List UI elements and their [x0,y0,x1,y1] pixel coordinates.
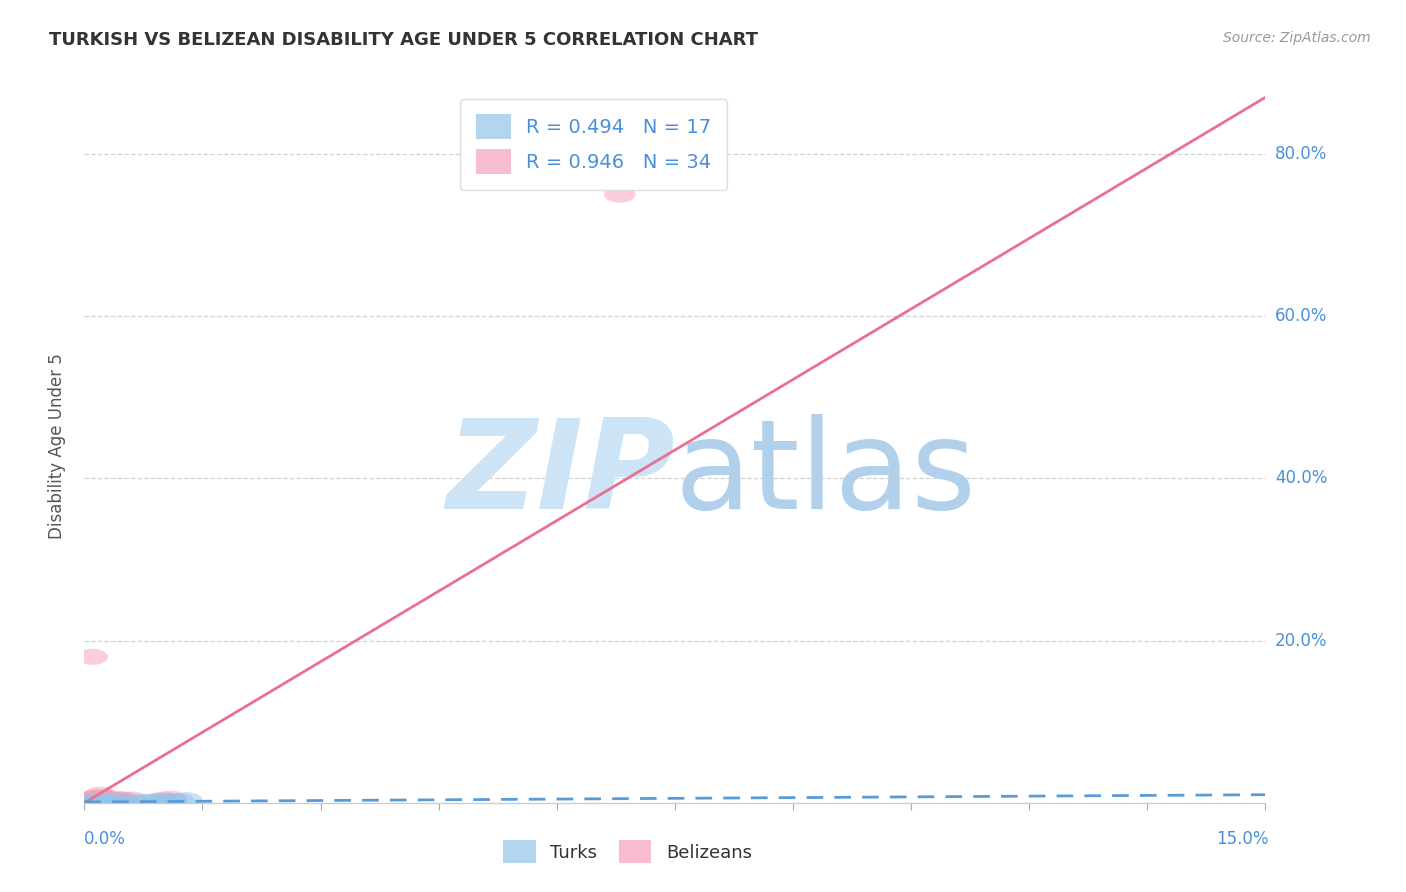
Ellipse shape [93,789,124,806]
Text: Source: ZipAtlas.com: Source: ZipAtlas.com [1223,31,1371,45]
Text: 80.0%: 80.0% [1275,145,1327,163]
Ellipse shape [108,792,139,808]
Ellipse shape [93,791,124,807]
Ellipse shape [76,791,108,807]
Ellipse shape [84,792,115,808]
Ellipse shape [139,793,172,807]
Ellipse shape [76,793,108,809]
Ellipse shape [76,795,108,809]
Text: 0.0%: 0.0% [84,830,127,847]
Ellipse shape [76,795,108,809]
Ellipse shape [76,794,108,810]
Ellipse shape [93,795,124,809]
Text: 40.0%: 40.0% [1275,469,1327,487]
Ellipse shape [76,794,108,810]
Ellipse shape [76,793,108,809]
Text: ZIP: ZIP [446,414,675,535]
Ellipse shape [76,790,108,807]
Ellipse shape [155,793,187,807]
Ellipse shape [93,794,124,808]
Ellipse shape [84,795,115,809]
Text: 15.0%: 15.0% [1216,830,1268,847]
Ellipse shape [100,792,132,808]
Text: 60.0%: 60.0% [1275,307,1327,326]
Ellipse shape [76,794,108,808]
Ellipse shape [172,792,202,807]
Ellipse shape [84,794,115,810]
Ellipse shape [605,186,636,202]
Text: 20.0%: 20.0% [1275,632,1327,649]
Ellipse shape [93,793,124,809]
Ellipse shape [108,791,139,807]
Ellipse shape [76,794,108,810]
Ellipse shape [93,790,124,807]
Ellipse shape [76,648,108,665]
Ellipse shape [100,790,132,807]
Ellipse shape [84,789,115,805]
Ellipse shape [84,787,115,803]
Ellipse shape [93,792,124,808]
Text: TURKISH VS BELIZEAN DISABILITY AGE UNDER 5 CORRELATION CHART: TURKISH VS BELIZEAN DISABILITY AGE UNDER… [49,31,758,49]
Ellipse shape [132,794,163,808]
Ellipse shape [636,170,666,186]
Ellipse shape [155,790,187,807]
Text: atlas: atlas [675,414,977,535]
Ellipse shape [115,791,148,807]
Ellipse shape [76,794,108,810]
Ellipse shape [100,794,132,808]
Ellipse shape [76,792,108,808]
Ellipse shape [148,791,179,807]
Ellipse shape [84,789,115,806]
Ellipse shape [76,789,108,806]
Ellipse shape [124,794,155,808]
Ellipse shape [84,793,115,809]
Ellipse shape [84,795,115,809]
Legend: Turks, Belizeans: Turks, Belizeans [491,828,765,876]
Ellipse shape [76,794,108,810]
Ellipse shape [84,794,115,808]
Ellipse shape [148,793,179,807]
Y-axis label: Disability Age Under 5: Disability Age Under 5 [48,353,66,539]
Ellipse shape [163,793,194,807]
Ellipse shape [108,794,139,808]
Ellipse shape [84,791,115,807]
Ellipse shape [84,790,115,807]
